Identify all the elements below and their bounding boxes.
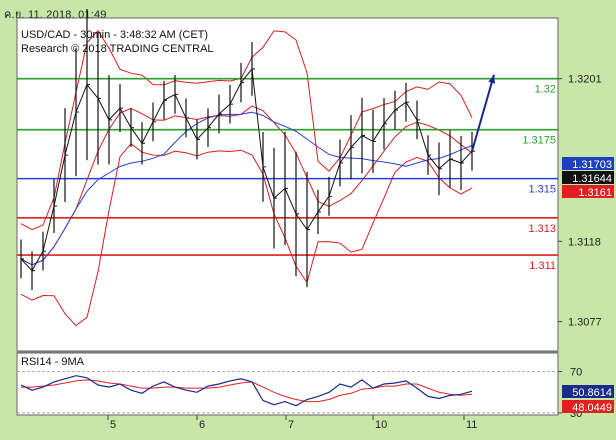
level-label: 1.313 (528, 223, 556, 235)
price-axis: 1.3201 1.3118 1.3077 (558, 74, 602, 329)
x-tick-label: 6 (199, 419, 205, 431)
price-badge-label: 1.31703 (572, 159, 612, 171)
middle-band-line (20, 105, 473, 266)
rsi-ma-line (21, 379, 473, 403)
forecast-arrow-head (488, 74, 496, 84)
price-bars-layer (20, 9, 475, 291)
x-tick-label: 11 (466, 419, 477, 431)
price-badge-box (562, 185, 614, 198)
level-label: 1.315 (528, 184, 556, 196)
moving-average-layer (20, 111, 473, 266)
upper-band-line (20, 29, 473, 231)
rsi-ma-badge-label: 48.0449 (572, 402, 612, 414)
level-label: 1.311 (529, 260, 556, 272)
x-axis: 5 6 7 10 11 (107, 415, 477, 431)
moving-average-line (20, 111, 473, 266)
price-panel (16, 17, 559, 352)
bollinger-bands-layer (20, 29, 473, 327)
price-badge-label: 1.3161 (578, 187, 612, 199)
price-tick-label: 1.3118 (568, 236, 601, 248)
chart-title: USD/CAD - 30min - 3:48:32 AM (CET) (21, 29, 208, 41)
price-tick-label: 1.3201 (568, 74, 602, 86)
x-tick-label: 7 (288, 419, 294, 431)
rsi-ma-badge-box (562, 400, 614, 413)
forecast-arrow-layer (471, 74, 496, 152)
rsi-tick-label: 70 (570, 367, 582, 379)
price-badge-box (562, 171, 614, 184)
forecast-arrow-line (471, 74, 495, 152)
x-tick-label: 10 (375, 419, 387, 431)
rsi-badge-box (562, 385, 614, 398)
rsi-badge-label: 50.8614 (572, 387, 612, 399)
price-tick-label: 1.3077 (568, 317, 602, 329)
lower-band-line (20, 143, 473, 327)
chart-subtitle: Research © 2018 TRADING CENTRAL (21, 43, 214, 55)
rsi-label: RSI14 - 9MA (21, 356, 85, 368)
rsi-panel (16, 352, 559, 416)
support-resistance-levels: 1.32 1.3175 1.315 1.313 1.311 (17, 77, 558, 272)
price-badge-label: 1.31644 (572, 173, 612, 185)
price-badges: 1.31703 1.31644 1.3161 (562, 157, 614, 199)
level-label: 1.32 (535, 84, 556, 96)
price-badge-box (562, 157, 614, 170)
x-tick-label: 5 (110, 419, 116, 431)
price-series-line (20, 67, 473, 272)
level-label: 1.3175 (522, 135, 556, 147)
rsi-line (20, 375, 473, 407)
